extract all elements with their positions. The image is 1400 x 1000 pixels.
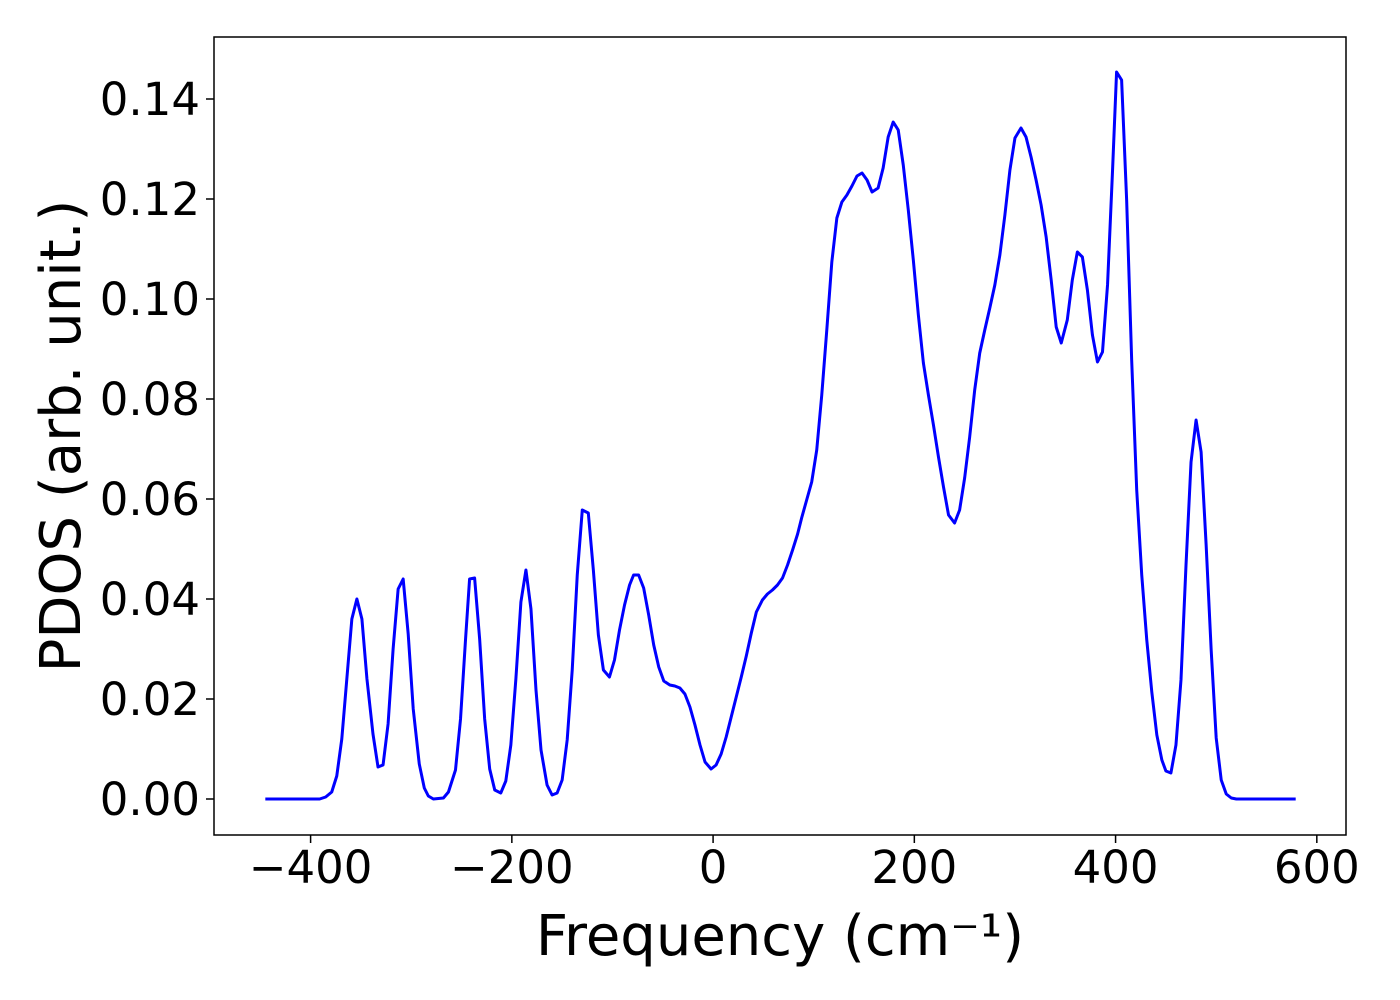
x-tick-label: 0 (699, 841, 728, 894)
x-tick-label: −400 (249, 841, 373, 894)
y-tick-label: 0.02 (100, 673, 200, 726)
y-tick-label: 0.04 (100, 573, 200, 626)
x-tick-label: −200 (450, 841, 574, 894)
y-tick-label: 0.10 (100, 273, 200, 326)
x-tick-label: 200 (871, 841, 957, 894)
data-line (265, 70, 1296, 801)
x-axis-label: Frequency (cm⁻¹) (536, 904, 1024, 969)
x-tick-label: 400 (1073, 841, 1159, 894)
y-tick-label: 0.08 (100, 373, 200, 426)
y-tick-label: 0.12 (100, 173, 200, 226)
x-tick-label: 600 (1274, 841, 1360, 894)
y-tick-label: 0.06 (100, 473, 200, 526)
y-tick-label: 0.00 (100, 773, 200, 826)
y-tick-label: 0.14 (100, 73, 200, 126)
y-axis-label: PDOS (arb. unit.) (29, 200, 94, 673)
plot-frame (213, 36, 1347, 836)
